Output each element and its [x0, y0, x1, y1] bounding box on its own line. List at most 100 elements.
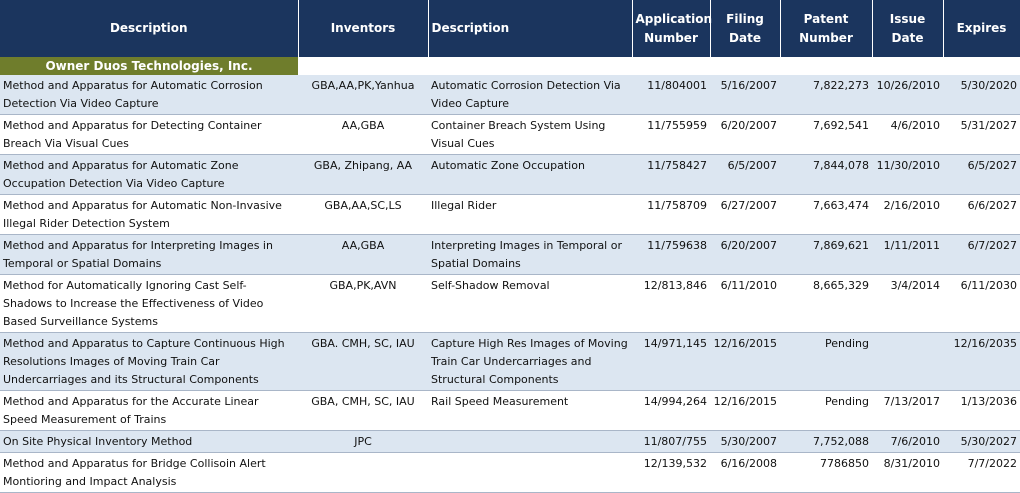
table-cell: 7,822,273: [780, 75, 872, 115]
table-row: Method and Apparatus to Capture Continuo…: [0, 332, 1020, 391]
table-cell: Illegal Rider: [428, 194, 632, 235]
table-cell: Capture High Res Images of Moving Train …: [428, 332, 632, 391]
table-cell: Pending: [780, 390, 872, 431]
table-cell: 6/11/2010: [710, 274, 780, 333]
table-row: Method and Apparatus for the Accurate Li…: [0, 390, 1020, 431]
table-cell: On Site Physical Inventory Method: [0, 430, 298, 453]
table-cell: Automatic Zone Occupation: [428, 154, 632, 195]
table-cell: [428, 430, 632, 453]
table-cell: 11/804001: [632, 75, 710, 115]
table-cell: Method and Apparatus for Bridge Collisoi…: [0, 452, 298, 493]
table-cell: 6/16/2008: [710, 452, 780, 493]
table-cell: 4/6/2010: [872, 114, 943, 155]
table-cell: Method and Apparatus for Automatic Zone …: [0, 154, 298, 195]
table-row: On Site Physical Inventory Method JPC 11/8…: [0, 430, 1020, 453]
table-cell: 1/13/2036: [943, 390, 1020, 431]
table-cell: 7/7/2022: [943, 452, 1020, 493]
table-row: Method and Apparatus for Interpreting Im…: [0, 234, 1020, 275]
table-cell: 12/16/2015: [710, 390, 780, 431]
column-header: Issue Date: [872, 0, 944, 57]
table-cell: 6/20/2007: [710, 234, 780, 275]
table-cell: 12/16/2035: [943, 332, 1020, 391]
table-cell: Method and Apparatus for Automatic Non-I…: [0, 194, 298, 235]
table-cell: 6/5/2007: [710, 154, 780, 195]
table-cell: 5/31/2027: [943, 114, 1020, 155]
group-label: Owner Duos Technologies, Inc.: [0, 57, 298, 75]
table-cell: 11/807/755: [632, 430, 710, 453]
table-cell: 7,663,474: [780, 194, 872, 235]
table-cell: 11/758427: [632, 154, 710, 195]
table-cell: 7,692,541: [780, 114, 872, 155]
table-cell: 11/759638: [632, 234, 710, 275]
table-cell: Method and Apparatus for Automatic Corro…: [0, 75, 298, 115]
column-header: Application Number: [632, 0, 712, 57]
table-row: Method and Apparatus for Bridge Collisoi…: [0, 452, 1020, 493]
table-cell: 12/139,532: [632, 452, 710, 493]
table-cell: 5/30/2027: [943, 430, 1020, 453]
table-cell: Pending: [780, 332, 872, 391]
table-cell: 5/30/2020: [943, 75, 1020, 115]
table-cell: AA,GBA: [298, 234, 428, 275]
table-cell: 8/31/2010: [872, 452, 943, 493]
table-cell: 7,752,088: [780, 430, 872, 453]
table-cell: 3/4/2014: [872, 274, 943, 333]
table-cell: GBA, CMH, SC, IAU: [298, 390, 428, 431]
table-cell: 6/5/2027: [943, 154, 1020, 195]
table-row: Method and Apparatus for Automatic Non-I…: [0, 194, 1020, 235]
table-cell: 7,869,621: [780, 234, 872, 275]
table-cell: AA,GBA: [298, 114, 428, 155]
table-cell: 11/30/2010: [872, 154, 943, 195]
column-header: Description: [428, 0, 633, 57]
table-cell: [872, 332, 943, 391]
column-header: Inventors: [298, 0, 429, 57]
table-cell: 2/16/2010: [872, 194, 943, 235]
table-cell: 7/6/2010: [872, 430, 943, 453]
table-cell: [298, 452, 428, 493]
table-cell: 5/30/2007: [710, 430, 780, 453]
group-spacer: [298, 57, 1020, 75]
table-cell: 8,665,329: [780, 274, 872, 333]
table-cell: 12/16/2015: [710, 332, 780, 391]
table-cell: Method and Apparatus for Interpreting Im…: [0, 234, 298, 275]
table-body: Owner Duos Technologies, Inc. Method and…: [0, 57, 1020, 493]
table-row: Method for Automatically Ignoring Cast S…: [0, 274, 1020, 333]
header-row: Description Inventors Description Applicati…: [0, 0, 1020, 57]
table-cell: Method and Apparatus for Detecting Conta…: [0, 114, 298, 155]
table-row: Method and Apparatus for Automatic Zone …: [0, 154, 1020, 195]
table-cell: 6/6/2027: [943, 194, 1020, 235]
table-cell: JPC: [298, 430, 428, 453]
table-cell: Method and Apparatus to Capture Continuo…: [0, 332, 298, 391]
table-cell: 6/7/2027: [943, 234, 1020, 275]
table-row: Method and Apparatus for Automatic Corro…: [0, 75, 1020, 115]
table-cell: 10/26/2010: [872, 75, 943, 115]
table-cell: 5/16/2007: [710, 75, 780, 115]
column-header: Filing Date: [710, 0, 781, 57]
table-cell: 6/27/2007: [710, 194, 780, 235]
table-cell: 6/20/2007: [710, 114, 780, 155]
table-cell: Rail Speed Measurement: [428, 390, 632, 431]
column-header: Patent Number: [780, 0, 873, 57]
column-header: Description: [0, 0, 299, 57]
table-cell: Interpreting Images in Temporal or Spati…: [428, 234, 632, 275]
table-cell: 7,844,078: [780, 154, 872, 195]
table-cell: Method and Apparatus for the Accurate Li…: [0, 390, 298, 431]
table-cell: GBA,AA,SC,LS: [298, 194, 428, 235]
table-cell: GBA,AA,PK,Yanhua: [298, 75, 428, 115]
table-cell: Automatic Corrosion Detection Via Video …: [428, 75, 632, 115]
table-cell: 11/755959: [632, 114, 710, 155]
table-cell: GBA,PK,AVN: [298, 274, 428, 333]
table-cell: 7/13/2017: [872, 390, 943, 431]
table-cell: 11/758709: [632, 194, 710, 235]
table-cell: GBA. CMH, SC, IAU: [298, 332, 428, 391]
table-cell: 6/11/2030: [943, 274, 1020, 333]
table-row: Method and Apparatus for Detecting Conta…: [0, 114, 1020, 155]
table-cell: 12/813,846: [632, 274, 710, 333]
table-cell: Self-Shadow Removal: [428, 274, 632, 333]
table-cell: Container Breach System Using Visual Cue…: [428, 114, 632, 155]
table-cell: Method for Automatically Ignoring Cast S…: [0, 274, 298, 333]
table-cell: 14/971,145: [632, 332, 710, 391]
table-cell: GBA, Zhipang, AA: [298, 154, 428, 195]
table-cell: 1/11/2011: [872, 234, 943, 275]
